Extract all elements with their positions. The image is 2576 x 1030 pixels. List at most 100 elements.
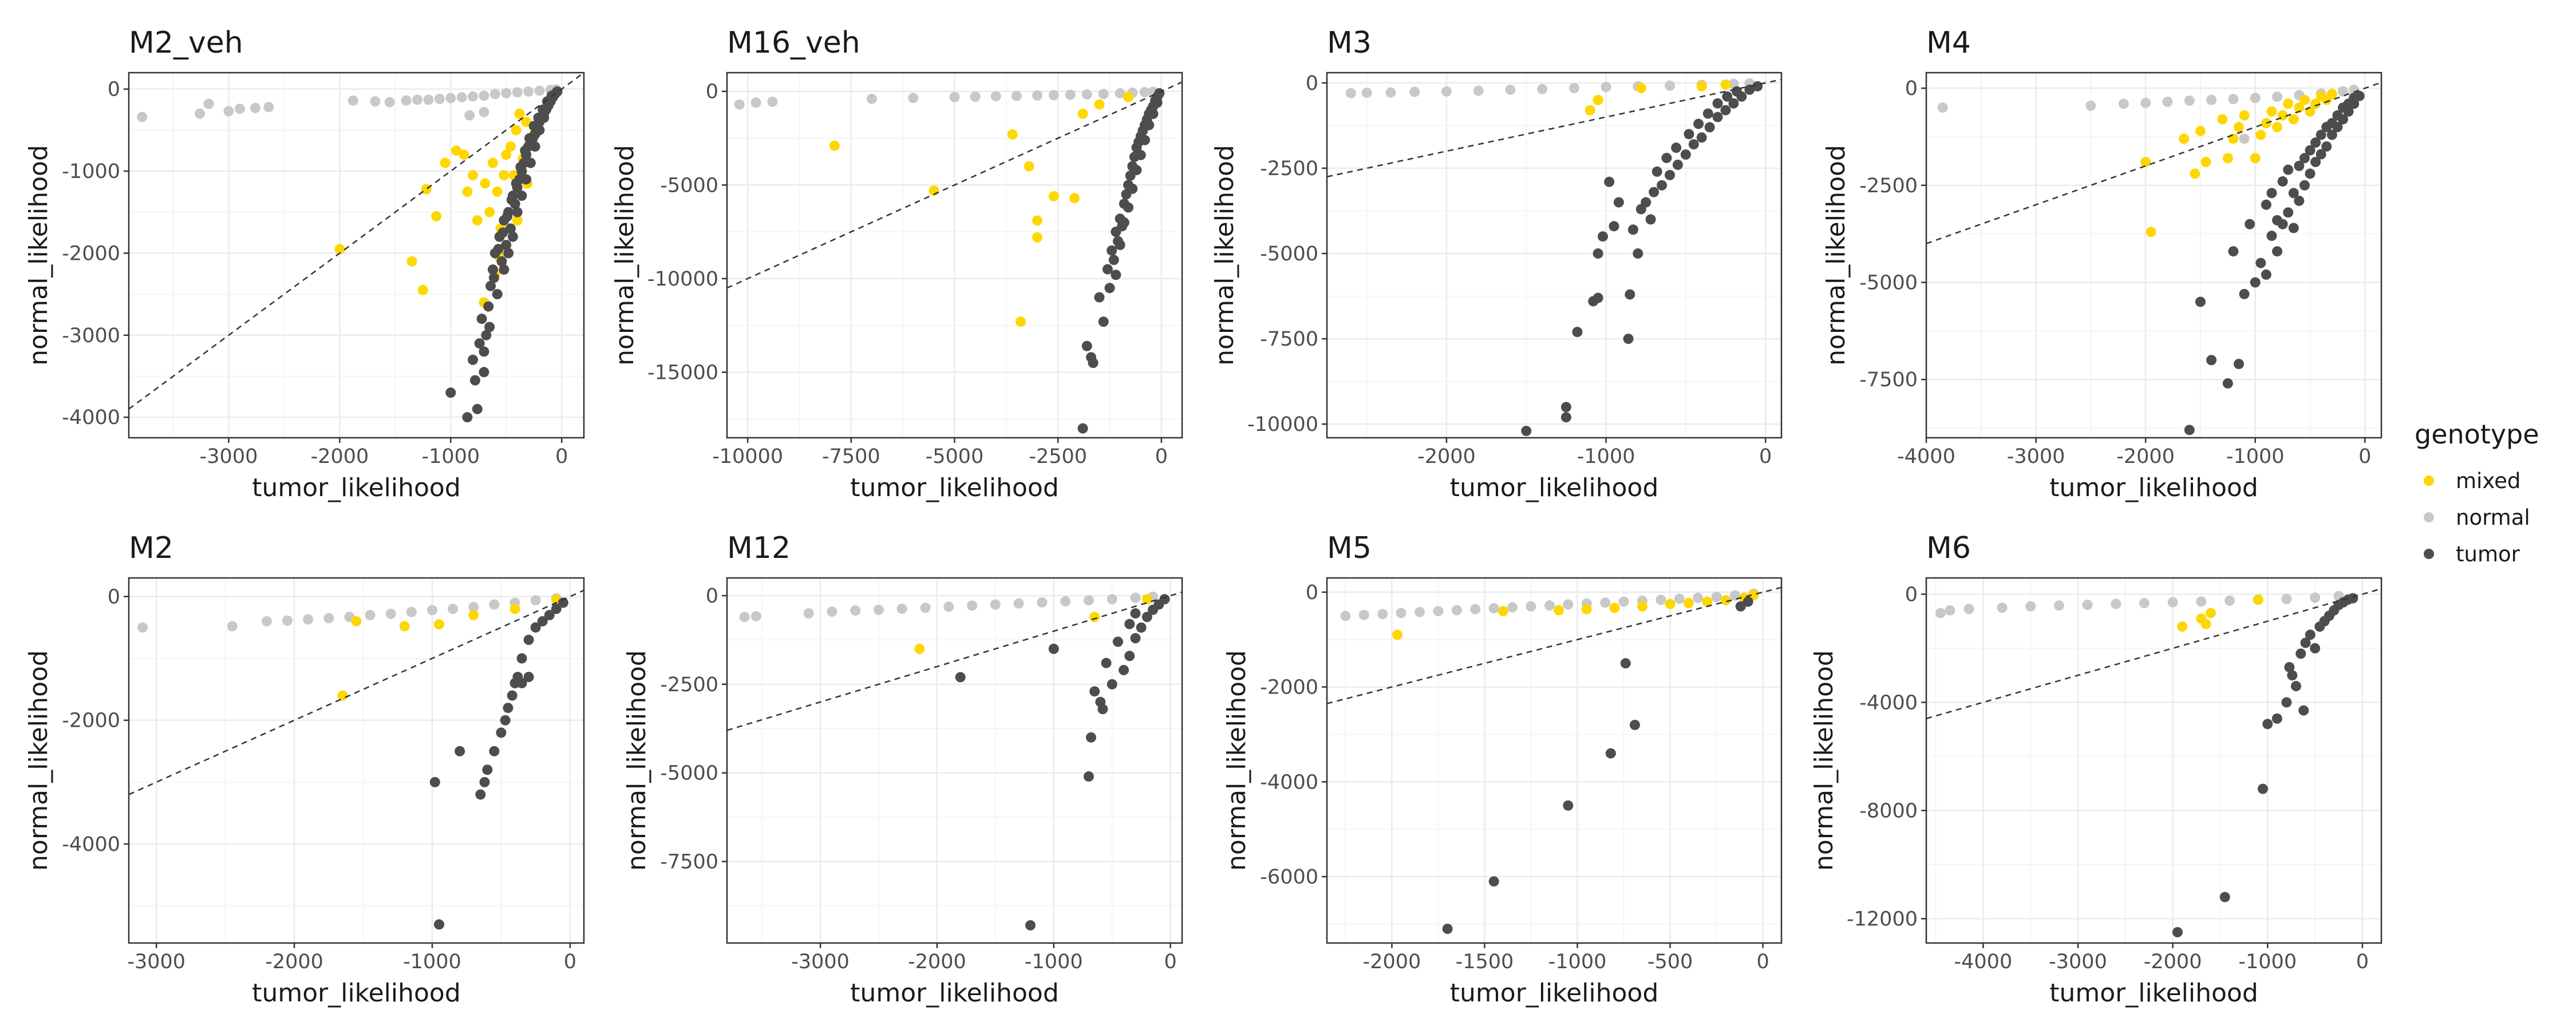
point-mixed: [2326, 89, 2337, 100]
point-mixed: [505, 141, 516, 152]
point-tumor: [551, 604, 562, 615]
point-normal: [1937, 102, 1948, 113]
plot-background: [129, 578, 584, 943]
point-normal: [2162, 96, 2173, 107]
point-tumor: [472, 403, 483, 414]
panel-border: [1925, 577, 2383, 944]
point-tumor: [1135, 149, 1146, 160]
point-tumor: [544, 609, 555, 620]
point-tumor: [469, 375, 480, 386]
y-tick-label: -10000: [1247, 413, 1318, 436]
point-normal: [990, 599, 1001, 610]
point-normal: [1098, 89, 1109, 100]
point-tumor: [534, 125, 545, 136]
point-normal: [1711, 592, 1722, 603]
x-tick-label: -2000: [1363, 950, 1421, 973]
point-normal: [1083, 595, 1094, 606]
point-normal: [234, 104, 245, 114]
point-mixed: [459, 149, 469, 160]
panel-m3: -2000 -1000 0-10000-7500-5000-25000M3tumor…: [1210, 26, 1783, 502]
point-tumor: [538, 104, 548, 115]
point-normal: [1563, 599, 1574, 610]
point-tumor: [2288, 188, 2299, 199]
legend-swatch-mixed: [2424, 476, 2434, 486]
point-tumor: [479, 346, 489, 357]
legend-item-mixed: mixed: [2415, 462, 2563, 499]
point-normal: [1656, 595, 1666, 605]
legend-swatch-tumor: [2424, 549, 2434, 559]
point-tumor: [537, 616, 548, 627]
point-tumor: [512, 207, 523, 217]
point-mixed: [1007, 129, 1018, 140]
x-tick-label: -1000: [403, 950, 461, 973]
point-mixed: [1702, 596, 1713, 607]
point-tumor: [503, 248, 514, 259]
point-tumor: [2281, 697, 2292, 708]
x-tick-label: -1000: [421, 445, 480, 468]
point-tumor: [1572, 327, 1583, 338]
point-normal: [2139, 597, 2150, 608]
point-tumor: [445, 387, 456, 398]
x-tick-label: 0: [2356, 950, 2369, 973]
point-normal: [1377, 608, 1388, 619]
point-tumor: [2299, 153, 2310, 164]
point-tumor: [1159, 594, 1170, 605]
panel-title: M3: [1327, 26, 1372, 60]
point-tumor: [1124, 619, 1135, 629]
point-normal: [370, 96, 381, 107]
point-tumor: [455, 746, 465, 756]
y-tick-label: -15000: [647, 361, 718, 384]
point-tumor: [482, 764, 493, 775]
point-tumor: [2305, 145, 2316, 156]
point-mixed: [2228, 133, 2239, 144]
point-normal: [1544, 600, 1555, 611]
point-tumor: [2316, 129, 2326, 140]
point-tumor: [1629, 719, 1640, 730]
point-tumor: [1025, 920, 1036, 931]
point-tumor: [955, 672, 966, 683]
x-tick-label: -2000: [265, 950, 323, 973]
point-tumor: [481, 330, 492, 340]
y-tick-label: -2000: [62, 242, 120, 265]
x-tick-label: 0: [2358, 445, 2371, 468]
point-normal: [427, 605, 437, 616]
y-tick-label: 0: [1306, 72, 1318, 95]
point-normal: [263, 102, 274, 113]
point-tumor: [1649, 187, 1660, 197]
point-tumor: [2326, 129, 2337, 140]
y-tick-label: 0: [1905, 583, 1918, 606]
point-normal: [303, 614, 314, 625]
point-mixed: [431, 211, 442, 221]
point-tumor: [1623, 334, 1634, 344]
point-tumor: [1613, 197, 1624, 208]
point-mixed: [406, 256, 417, 267]
point-mixed: [2310, 98, 2321, 109]
y-tick-label: -7500: [1859, 369, 1918, 391]
point-tumor: [2233, 359, 2244, 370]
point-tumor: [2287, 670, 2298, 681]
point-mixed: [2190, 168, 2200, 179]
point-normal: [195, 108, 206, 119]
point-tumor: [1102, 264, 1113, 275]
panel-border: [128, 577, 585, 944]
point-tumor: [2310, 137, 2321, 148]
point-tumor: [1720, 105, 1731, 116]
point-normal: [2337, 86, 2348, 97]
point-tumor: [523, 672, 534, 683]
point-tumor: [507, 231, 518, 242]
x-axis-label: tumor_likelihood: [2049, 978, 2258, 1008]
point-tumor: [1560, 412, 1571, 423]
y-axis-label: normal_likelihood: [1809, 650, 1839, 871]
point-tumor: [496, 256, 507, 267]
point-normal: [2118, 98, 2129, 109]
panel-border: [1925, 72, 2383, 439]
point-normal: [2167, 597, 2178, 608]
point-normal: [2184, 95, 2195, 106]
y-tick-label: -3000: [62, 324, 120, 347]
y-tick-label: -12000: [1847, 908, 1918, 930]
point-tumor: [497, 227, 508, 238]
point-mixed: [1683, 597, 1694, 608]
point-tumor: [2250, 277, 2261, 288]
point-tumor: [2310, 643, 2321, 653]
